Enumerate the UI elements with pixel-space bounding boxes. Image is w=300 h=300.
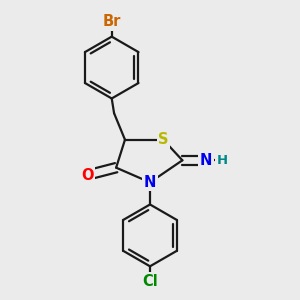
Text: N: N bbox=[144, 175, 156, 190]
Text: H: H bbox=[217, 154, 228, 167]
Text: O: O bbox=[81, 167, 94, 182]
Text: S: S bbox=[158, 132, 169, 147]
Text: Br: Br bbox=[103, 14, 121, 29]
Text: N: N bbox=[200, 153, 212, 168]
Text: Cl: Cl bbox=[142, 274, 158, 289]
